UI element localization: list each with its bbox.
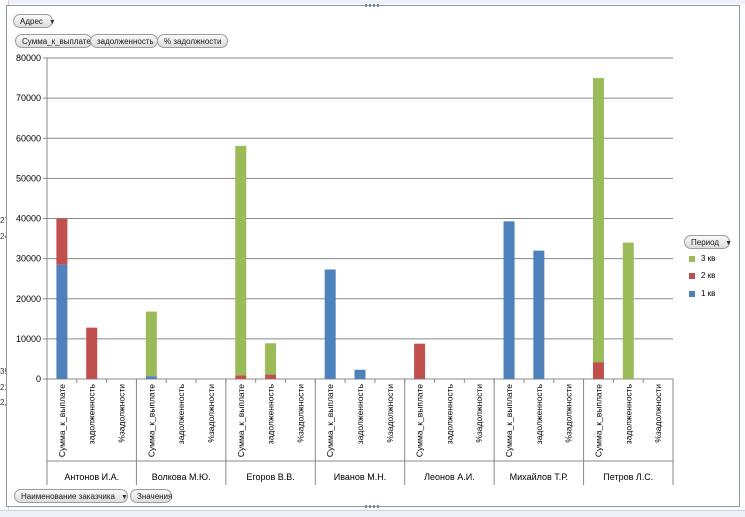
bar-segment xyxy=(503,221,515,379)
bar-segment xyxy=(414,343,426,379)
y-tick-label: 20000 xyxy=(16,294,41,304)
page-field-button[interactable]: Адрес ▼ xyxy=(13,14,56,28)
legend-field-label: Период xyxy=(691,238,720,247)
x-subcategory-label: %задолжности xyxy=(206,384,216,443)
x-subcategory-label: задолженность xyxy=(355,383,365,444)
x-group-label: Волкова М.Ю. xyxy=(152,472,211,482)
bar-segment xyxy=(56,218,68,265)
x-subcategory-label: задолженность xyxy=(534,383,544,444)
x-subcategory-label: задолженность xyxy=(176,383,186,444)
dropdown-arrow-icon: ▼ xyxy=(48,19,56,26)
x-subcategory-label: Сумма_к_выплате xyxy=(593,384,603,457)
x-subcategory-label: Сумма_к_выплате xyxy=(146,384,156,457)
x-subcategory-label: задолженность xyxy=(623,383,633,444)
bar-segment xyxy=(265,374,277,379)
x-group-label: Леонов А.И. xyxy=(424,472,475,482)
y-tick-label: 30000 xyxy=(16,254,41,264)
bar-segment xyxy=(235,375,247,379)
data-field-label: задолженность xyxy=(97,37,154,46)
axis-field-button[interactable]: Наименование заказчика ▼ xyxy=(14,489,128,503)
x-group-label: Петров Л.С. xyxy=(603,472,653,482)
legend-field-button[interactable]: Период ▼ xyxy=(684,235,732,249)
x-group-label: Егоров В.В. xyxy=(246,472,294,482)
sheet-fragment: 39 xyxy=(0,367,9,376)
legend-label: 1 кв xyxy=(701,289,716,298)
legend-swatch xyxy=(689,255,695,262)
legend-entry-2kv: 2 кв xyxy=(689,271,715,280)
dropdown-arrow-icon: ▼ xyxy=(725,240,732,247)
x-subcategory-label: %задолжности xyxy=(653,384,663,443)
bar-segment xyxy=(235,145,247,376)
x-group-label: Антонов И.А. xyxy=(64,472,119,482)
bar-segment xyxy=(56,264,68,379)
legend-entry-3kv: 3 кв xyxy=(689,254,715,263)
axis-field-label: Наименование заказчика xyxy=(21,492,115,501)
y-tick-label: 0 xyxy=(36,374,41,384)
x-subcategory-label: Сумма_к_выплате xyxy=(504,384,514,457)
bar-segment xyxy=(354,369,366,379)
bar-segment xyxy=(265,343,277,375)
data-field-label: Сумма_к_выплате xyxy=(22,37,91,46)
sheet-fragment: 21 xyxy=(0,383,9,392)
bar-segment xyxy=(145,376,157,379)
resize-handle-bottom[interactable] xyxy=(365,505,381,508)
bar-segment xyxy=(533,250,545,379)
bar-segment xyxy=(86,327,98,379)
y-tick-label: 50000 xyxy=(16,173,41,183)
bar-segment xyxy=(592,362,604,379)
legend-label: 3 кв xyxy=(701,254,716,263)
values-button[interactable]: Значения xyxy=(130,489,172,503)
sheet-fragment: 24 xyxy=(0,232,9,241)
sheet-fragment: 27 xyxy=(0,216,9,225)
x-subcategory-label: Сумма_к_выплате xyxy=(236,384,246,457)
data-field-label: % задолжности xyxy=(164,37,222,46)
values-button-label: Значения xyxy=(137,492,173,501)
x-subcategory-label: %задолжности xyxy=(564,384,574,443)
x-subcategory-label: задолженность xyxy=(266,383,276,444)
data-field-button-0[interactable]: Сумма_к_выплате xyxy=(15,34,92,48)
y-tick-label: 70000 xyxy=(16,93,41,103)
x-subcategory-label: %задолжности xyxy=(295,384,305,443)
x-subcategory-label: Сумма_к_выплате xyxy=(415,384,425,457)
dropdown-arrow-icon: ▼ xyxy=(121,494,128,501)
legend-entry-1kv: 1 кв xyxy=(689,289,715,298)
legend-swatch xyxy=(689,290,695,297)
bar-segment xyxy=(592,78,604,363)
x-subcategory-label: %задолжности xyxy=(117,384,127,443)
legend-label: 2 кв xyxy=(701,271,716,280)
sheet-footer-strip xyxy=(0,510,745,517)
page-field-label: Адрес xyxy=(20,17,43,26)
bar-segment xyxy=(145,311,157,377)
x-subcategory-label: Сумма_к_выплате xyxy=(57,384,67,457)
pivot-chart-frame[interactable] xyxy=(6,4,740,508)
resize-handle-top[interactable] xyxy=(365,4,381,7)
legend-swatch xyxy=(689,272,695,279)
data-field-button-2[interactable]: % задолжности xyxy=(157,34,228,48)
sheet-fragment: 2, xyxy=(0,398,7,407)
y-tick-label: 60000 xyxy=(16,133,41,143)
y-tick-label: 10000 xyxy=(16,334,41,344)
x-subcategory-label: задолженность xyxy=(87,383,97,444)
x-subcategory-label: задолженность xyxy=(444,383,454,444)
sheet-header-strip xyxy=(0,0,745,4)
y-tick-label: 40000 xyxy=(16,214,41,224)
x-subcategory-label: %задолжности xyxy=(385,384,395,443)
x-group-label: Иванов М.Н. xyxy=(334,472,386,482)
y-tick-label: 80000 xyxy=(16,53,41,63)
x-group-label: Михайлов Т.Р. xyxy=(510,472,568,482)
bar-segment xyxy=(622,242,634,379)
bar-segment xyxy=(324,269,336,379)
x-subcategory-label: %задолжности xyxy=(474,384,484,443)
x-subcategory-label: Сумма_к_выплате xyxy=(325,384,335,457)
